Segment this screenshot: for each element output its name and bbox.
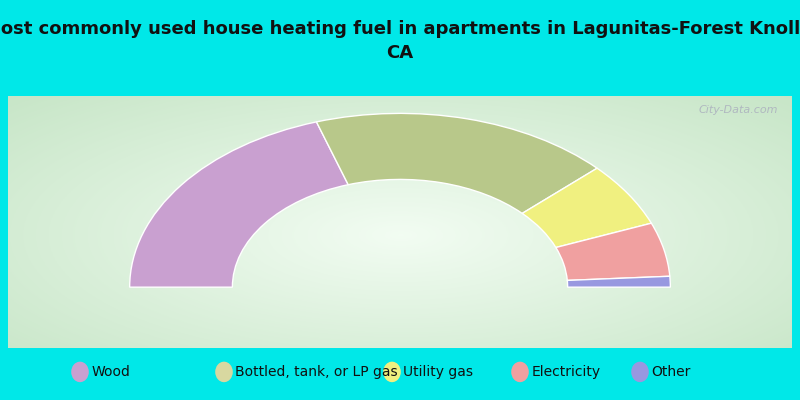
Text: Bottled, tank, or LP gas: Bottled, tank, or LP gas (235, 365, 398, 379)
Text: Electricity: Electricity (531, 365, 600, 379)
Ellipse shape (215, 362, 233, 382)
Text: Wood: Wood (91, 365, 130, 379)
Text: Utility gas: Utility gas (403, 365, 474, 379)
Text: Most commonly used house heating fuel in apartments in Lagunitas-Forest Knolls,
: Most commonly used house heating fuel in… (0, 20, 800, 62)
Wedge shape (130, 122, 348, 287)
Text: City-Data.com: City-Data.com (699, 105, 778, 115)
Text: Other: Other (651, 365, 690, 379)
Ellipse shape (511, 362, 529, 382)
Wedge shape (567, 276, 670, 287)
Ellipse shape (631, 362, 649, 382)
Wedge shape (522, 168, 651, 248)
Wedge shape (556, 223, 670, 280)
Ellipse shape (71, 362, 89, 382)
Ellipse shape (383, 362, 401, 382)
Wedge shape (317, 113, 597, 214)
